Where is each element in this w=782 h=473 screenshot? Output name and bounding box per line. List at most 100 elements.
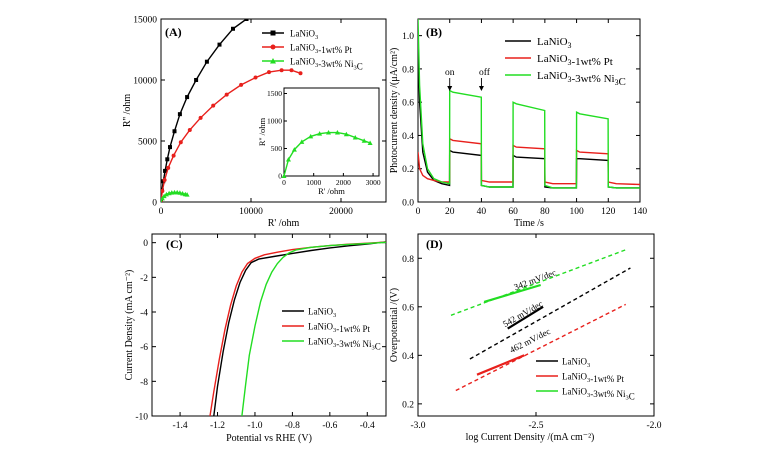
data-point (270, 30, 276, 36)
legend-label: LaNiO3-3wt% Ni3C (290, 57, 363, 72)
y-tick-label: 0.8 (402, 65, 414, 75)
x-tick-label: 140 (633, 207, 648, 217)
data-point (281, 173, 287, 178)
data-point (299, 139, 305, 144)
plot-frame (160, 18, 387, 203)
data-point (184, 192, 190, 197)
data-point (317, 131, 323, 136)
legend-label: LaNiO3-1wt% Pt (537, 53, 613, 68)
y-tick-label: -2 (140, 274, 148, 284)
slope-annotation: 462 mV/dec (508, 326, 552, 355)
x-tick-label: -0.4 (360, 421, 375, 431)
panel-b: (B) 0 20 40 60 80 100 120 140 0.0 0.2 0.4 0.6 0.8 1.0… (389, 18, 648, 229)
data-point (162, 178, 167, 183)
panel-label: (D) (426, 237, 443, 251)
series-group (450, 249, 631, 392)
data-point (194, 78, 199, 82)
y-tick-label: -4 (140, 309, 148, 319)
data-point (361, 138, 367, 143)
inset-x-tick-label: 1000 (306, 178, 321, 187)
x-tick-label: 40 (477, 207, 487, 217)
x-tick-label: 0 (159, 207, 164, 217)
plot-frame (417, 18, 641, 203)
x-tick-label: 120 (601, 207, 616, 217)
x-axis-label: R' /ohm (268, 218, 300, 229)
series-line (213, 241, 386, 416)
y-tick-label: -6 (140, 343, 148, 353)
data-point (298, 71, 303, 76)
data-point (224, 92, 229, 97)
data-point (326, 130, 332, 135)
y-tick-label: 15000 (133, 16, 157, 26)
data-point (267, 70, 271, 75)
legend-label: LaNiO3-3wt% Ni3C (537, 70, 626, 88)
tafel-line (483, 283, 542, 303)
data-point (289, 68, 294, 73)
tafel-line (476, 354, 525, 376)
inset-y-tick-label: 0 (278, 172, 282, 181)
data-point (172, 129, 177, 134)
x-tick-label: 20000 (329, 207, 353, 217)
panel-label: (C) (166, 237, 183, 251)
data-point (239, 82, 244, 87)
annotation-arrowhead (447, 86, 453, 91)
series-line (161, 69, 301, 202)
y-tick-label: -10 (135, 413, 148, 423)
y-tick-label: 5000 (138, 138, 157, 148)
data-point (367, 140, 373, 145)
y-tick-label: 10000 (133, 77, 157, 87)
legend-label: LaNiO3-3wt% Ni3C (308, 337, 381, 352)
inset-x-tick-label: 0 (282, 178, 286, 187)
fit-line (469, 267, 631, 360)
data-point (198, 115, 203, 120)
y-axis-label: Photocurrent density /(μA/cm²) (389, 48, 400, 174)
y-tick-label: 0.6 (402, 303, 414, 313)
data-point (204, 59, 209, 64)
data-point (343, 131, 349, 137)
data-point (187, 128, 192, 133)
data-point (161, 189, 165, 194)
x-tick-label: -2.5 (528, 421, 543, 431)
data-point (270, 58, 276, 64)
inset-y-axis-label: R'' /ohm (257, 117, 267, 146)
data-point (285, 157, 291, 162)
data-point (163, 191, 169, 197)
data-point (244, 19, 249, 21)
tafel-line (507, 305, 544, 330)
legend-label: LaNiO3-1wt% Pt (290, 43, 352, 56)
y-tick-label: 0.4 (402, 352, 414, 362)
data-point (279, 68, 284, 73)
y-axis-label: R'' /ohm (122, 94, 133, 128)
x-tick-label: -1.4 (173, 421, 188, 431)
data-point (161, 193, 167, 199)
data-point (161, 199, 163, 202)
data-point (334, 130, 340, 135)
inset-x-tick-label: 3000 (366, 178, 381, 187)
x-tick-label: 100 (569, 207, 584, 217)
x-tick-label: 20 (445, 207, 455, 217)
x-axis-label: Time /s (514, 218, 544, 229)
series-line (161, 19, 247, 202)
x-tick-label: -1.0 (247, 421, 262, 431)
series-line (418, 19, 640, 189)
y-tick-label: 0.2 (402, 400, 414, 410)
data-point (270, 44, 276, 50)
legend-label: LaNiO3 (290, 29, 318, 42)
data-point (185, 95, 190, 100)
slope-annotation: 542 mV/dec (501, 299, 544, 330)
inset-y-tick-label: 1500 (267, 89, 282, 98)
slope-annotation: 342 mV/dec (512, 267, 557, 292)
y-axis-label: Overpotential /(V) (389, 288, 400, 362)
legend-label: LaNiO3-3wt% Ni3C (562, 387, 635, 402)
data-point (352, 135, 358, 140)
x-tick-label: -0.8 (285, 421, 300, 431)
x-tick-label: 10000 (239, 207, 263, 217)
data-point (291, 147, 297, 152)
y-tick-label: -8 (140, 378, 148, 388)
inset-y-tick-label: 1000 (267, 117, 282, 126)
fit-line (450, 249, 626, 316)
inset-x-axis-label: R' /ohm (318, 186, 345, 196)
data-point (178, 140, 183, 145)
data-point (166, 165, 171, 170)
